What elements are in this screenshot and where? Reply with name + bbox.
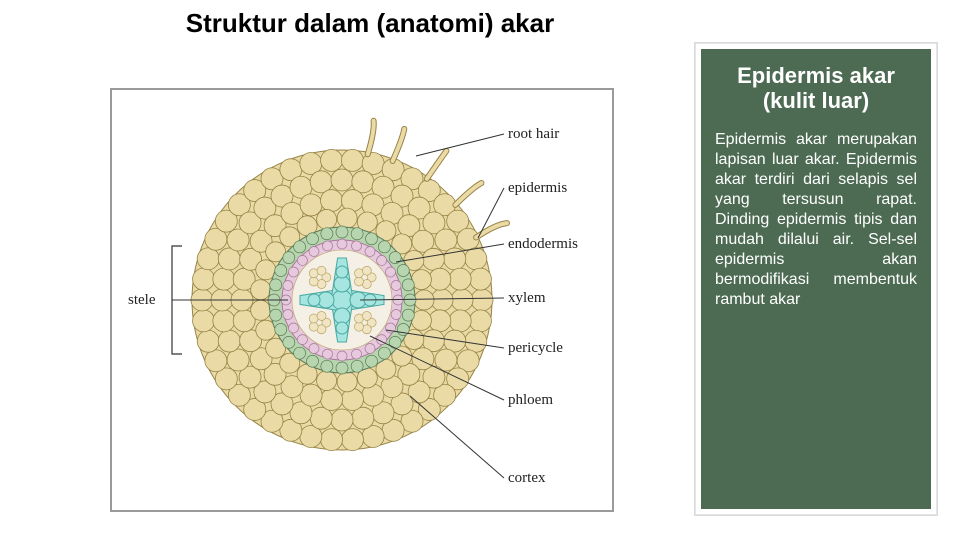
label-phloem: phloem [508,392,553,408]
label-epidermis: epidermis [508,180,567,196]
page-title: Struktur dalam (anatomi) akar [150,8,590,39]
sidebar-body: Epidermis akar merupakan lapisan luar ak… [715,130,917,310]
info-sidebar: Epidermis akar (kulit luar) Epidermis ak… [694,42,938,516]
label-endodermis: endodermis [508,236,578,252]
root-cross-section-diagram: root hair epidermis endodermis xylem pericyc… [112,90,612,510]
label-pericycle: pericycle [508,340,563,356]
sidebar-heading: Epidermis akar (kulit luar) [715,63,917,114]
label-cortex: cortex [508,470,546,486]
label-root-hair: root hair [508,126,559,142]
label-stele: stele [128,292,156,308]
label-xylem: xylem [508,290,546,306]
diagram-frame: root hair epidermis endodermis xylem pericyc… [110,88,614,512]
